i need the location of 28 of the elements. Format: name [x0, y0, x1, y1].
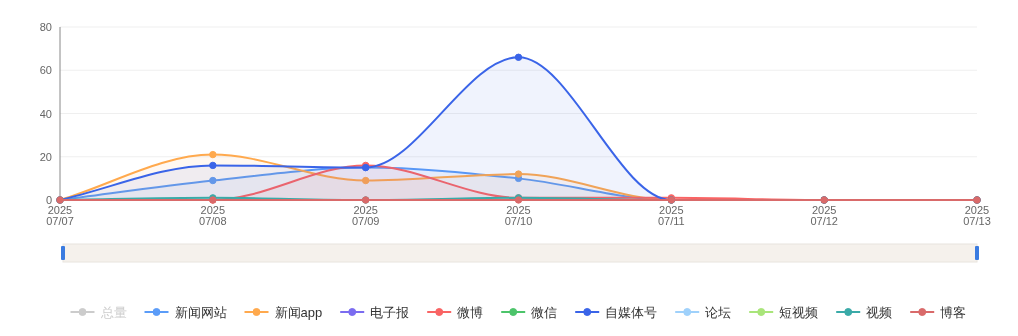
y-tick-label: 20: [39, 150, 52, 163]
x-tick-label: 2025 07/10: [504, 204, 533, 227]
legend-label: 自媒体号: [605, 305, 658, 320]
legend-label: 短视频: [779, 305, 819, 320]
point: [209, 161, 217, 170]
point: [514, 170, 523, 178]
y-tick-label: 80: [39, 21, 52, 33]
point: [514, 53, 523, 61]
point: [361, 176, 370, 185]
legend-label: 新闻网站: [174, 305, 227, 320]
y-tick-label: 60: [39, 64, 52, 77]
point: [209, 150, 217, 159]
x-tick-label: 2025 07/12: [810, 204, 838, 227]
legend-label: 视频: [866, 305, 893, 320]
x-tick-label: 2025 07/08: [199, 204, 227, 227]
legend-label: 微博: [457, 305, 484, 320]
y-tick-label: 0: [45, 194, 52, 206]
x-tick-label: 2025 07/09: [351, 204, 380, 227]
legend-label: 微信: [531, 305, 558, 320]
x-tick-label: 2025 07/11: [657, 204, 685, 227]
legend-label: 新闻app: [274, 305, 323, 320]
legend-label: 博客: [940, 305, 967, 320]
y-tick-label: 40: [39, 107, 52, 120]
legend-label: 论坛: [705, 305, 732, 320]
x-tick-label: 2025 07/07: [46, 204, 74, 227]
legend-label: 电子报: [370, 305, 410, 320]
point: [209, 176, 217, 185]
x-tick-label: 2025 07/13: [963, 204, 991, 227]
